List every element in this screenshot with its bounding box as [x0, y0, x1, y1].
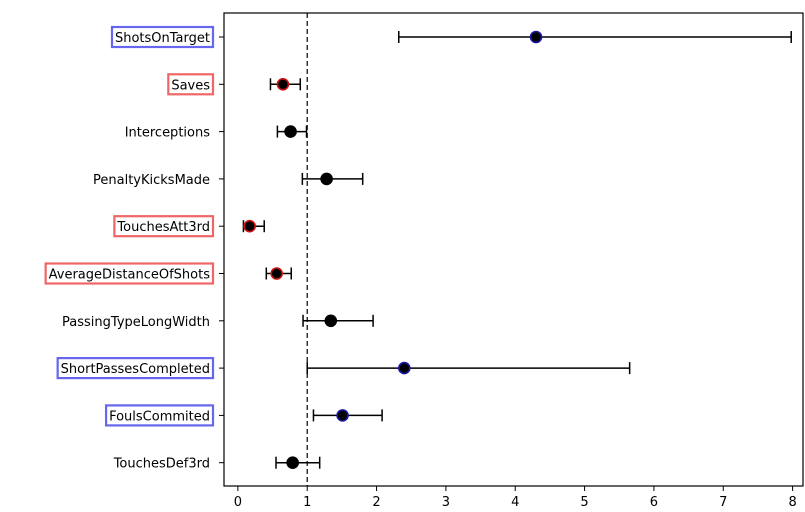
y-tick-label: AverageDistanceOfShots — [49, 268, 211, 283]
estimate-point — [286, 456, 299, 470]
label-highlight-box — [104, 404, 215, 427]
plot-area: 0 1 2 3 4 5 6 7 8 ShotsOnTarget Saves Interceptions… — [44, 12, 804, 510]
estimate-point — [284, 125, 297, 138]
y-tick-label: PassingTypeLongWidth — [62, 315, 210, 330]
label-highlight-box — [167, 73, 215, 96]
x-tick-label: 0 — [234, 495, 242, 510]
label-highlight-box — [44, 262, 215, 285]
label-highlight-box — [110, 25, 215, 49]
y-tick-label: ShotsOnTarget — [115, 31, 210, 46]
y-tick-label: TouchesDef3rd — [113, 457, 210, 472]
estimate-point — [529, 30, 543, 44]
y-tick-label: Saves — [171, 78, 210, 93]
estimate-point — [270, 267, 283, 280]
x-tick-label: 1 — [303, 495, 311, 510]
estimate-point — [320, 172, 333, 186]
estimate-point — [324, 314, 338, 328]
label-highlight-box — [113, 215, 215, 238]
x-tick-label: 6 — [650, 495, 658, 510]
x-tick-label: 2 — [372, 495, 380, 510]
estimate-point — [397, 361, 411, 375]
x-tick-label: 7 — [719, 495, 727, 510]
x-tick-label: 8 — [788, 495, 796, 510]
y-tick-label: ShortPassesCompleted — [61, 362, 210, 377]
y-tick-label: TouchesAtt3rd — [116, 220, 210, 235]
estimate-point — [243, 219, 256, 233]
axes-frame — [223, 12, 804, 487]
label-highlight-box — [56, 357, 215, 380]
y-tick-label: Interceptions — [125, 126, 211, 141]
x-tick-label: 3 — [442, 495, 450, 510]
x-tick-label: 4 — [511, 495, 519, 510]
x-tick-label: 5 — [580, 495, 588, 510]
estimate-point — [276, 78, 290, 91]
y-tick-label: FoulsCommited — [109, 409, 210, 424]
estimate-point — [336, 409, 349, 422]
y-tick-label: PenaltyKicksMade — [93, 173, 210, 188]
